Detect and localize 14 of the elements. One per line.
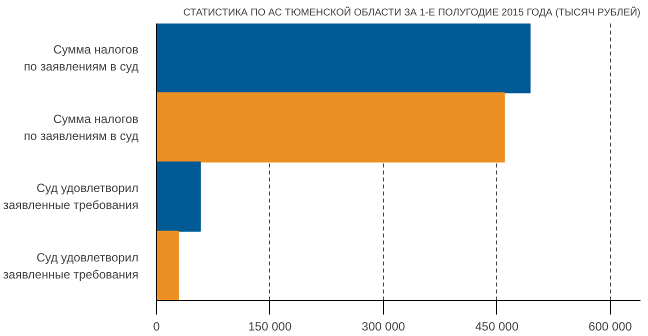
bar bbox=[156, 92, 505, 162]
y-tick-label: Сумма налогов по заявлениям в суд bbox=[24, 42, 139, 74]
y-tick-label: Суд удовлетворил заявленные требования bbox=[3, 181, 139, 212]
y-tick-label: Суд удовлетворил заявленные требования bbox=[3, 250, 139, 282]
x-tick-label: 0 bbox=[153, 320, 160, 334]
x-tick-label: 300 000 bbox=[362, 320, 406, 334]
x-tick-label: 450 000 bbox=[475, 320, 519, 334]
y-tick-label: Сумма налогов по заявлениям в суд bbox=[24, 112, 139, 143]
chart-title: СТАТИСТИКА ПО АС ТЮМЕНСКОЙ ОБЛАСТИ ЗА 1-Е ПОЛУГОДИЕ 2015 ГОДА (ТЫСЯЧ РУБЛЕЙ) bbox=[183, 6, 641, 18]
x-tick-label: 600 000 bbox=[588, 320, 632, 334]
bar bbox=[156, 230, 179, 300]
x-tick-label: 150 000 bbox=[248, 320, 292, 334]
bar bbox=[156, 162, 201, 232]
bar bbox=[156, 24, 531, 94]
